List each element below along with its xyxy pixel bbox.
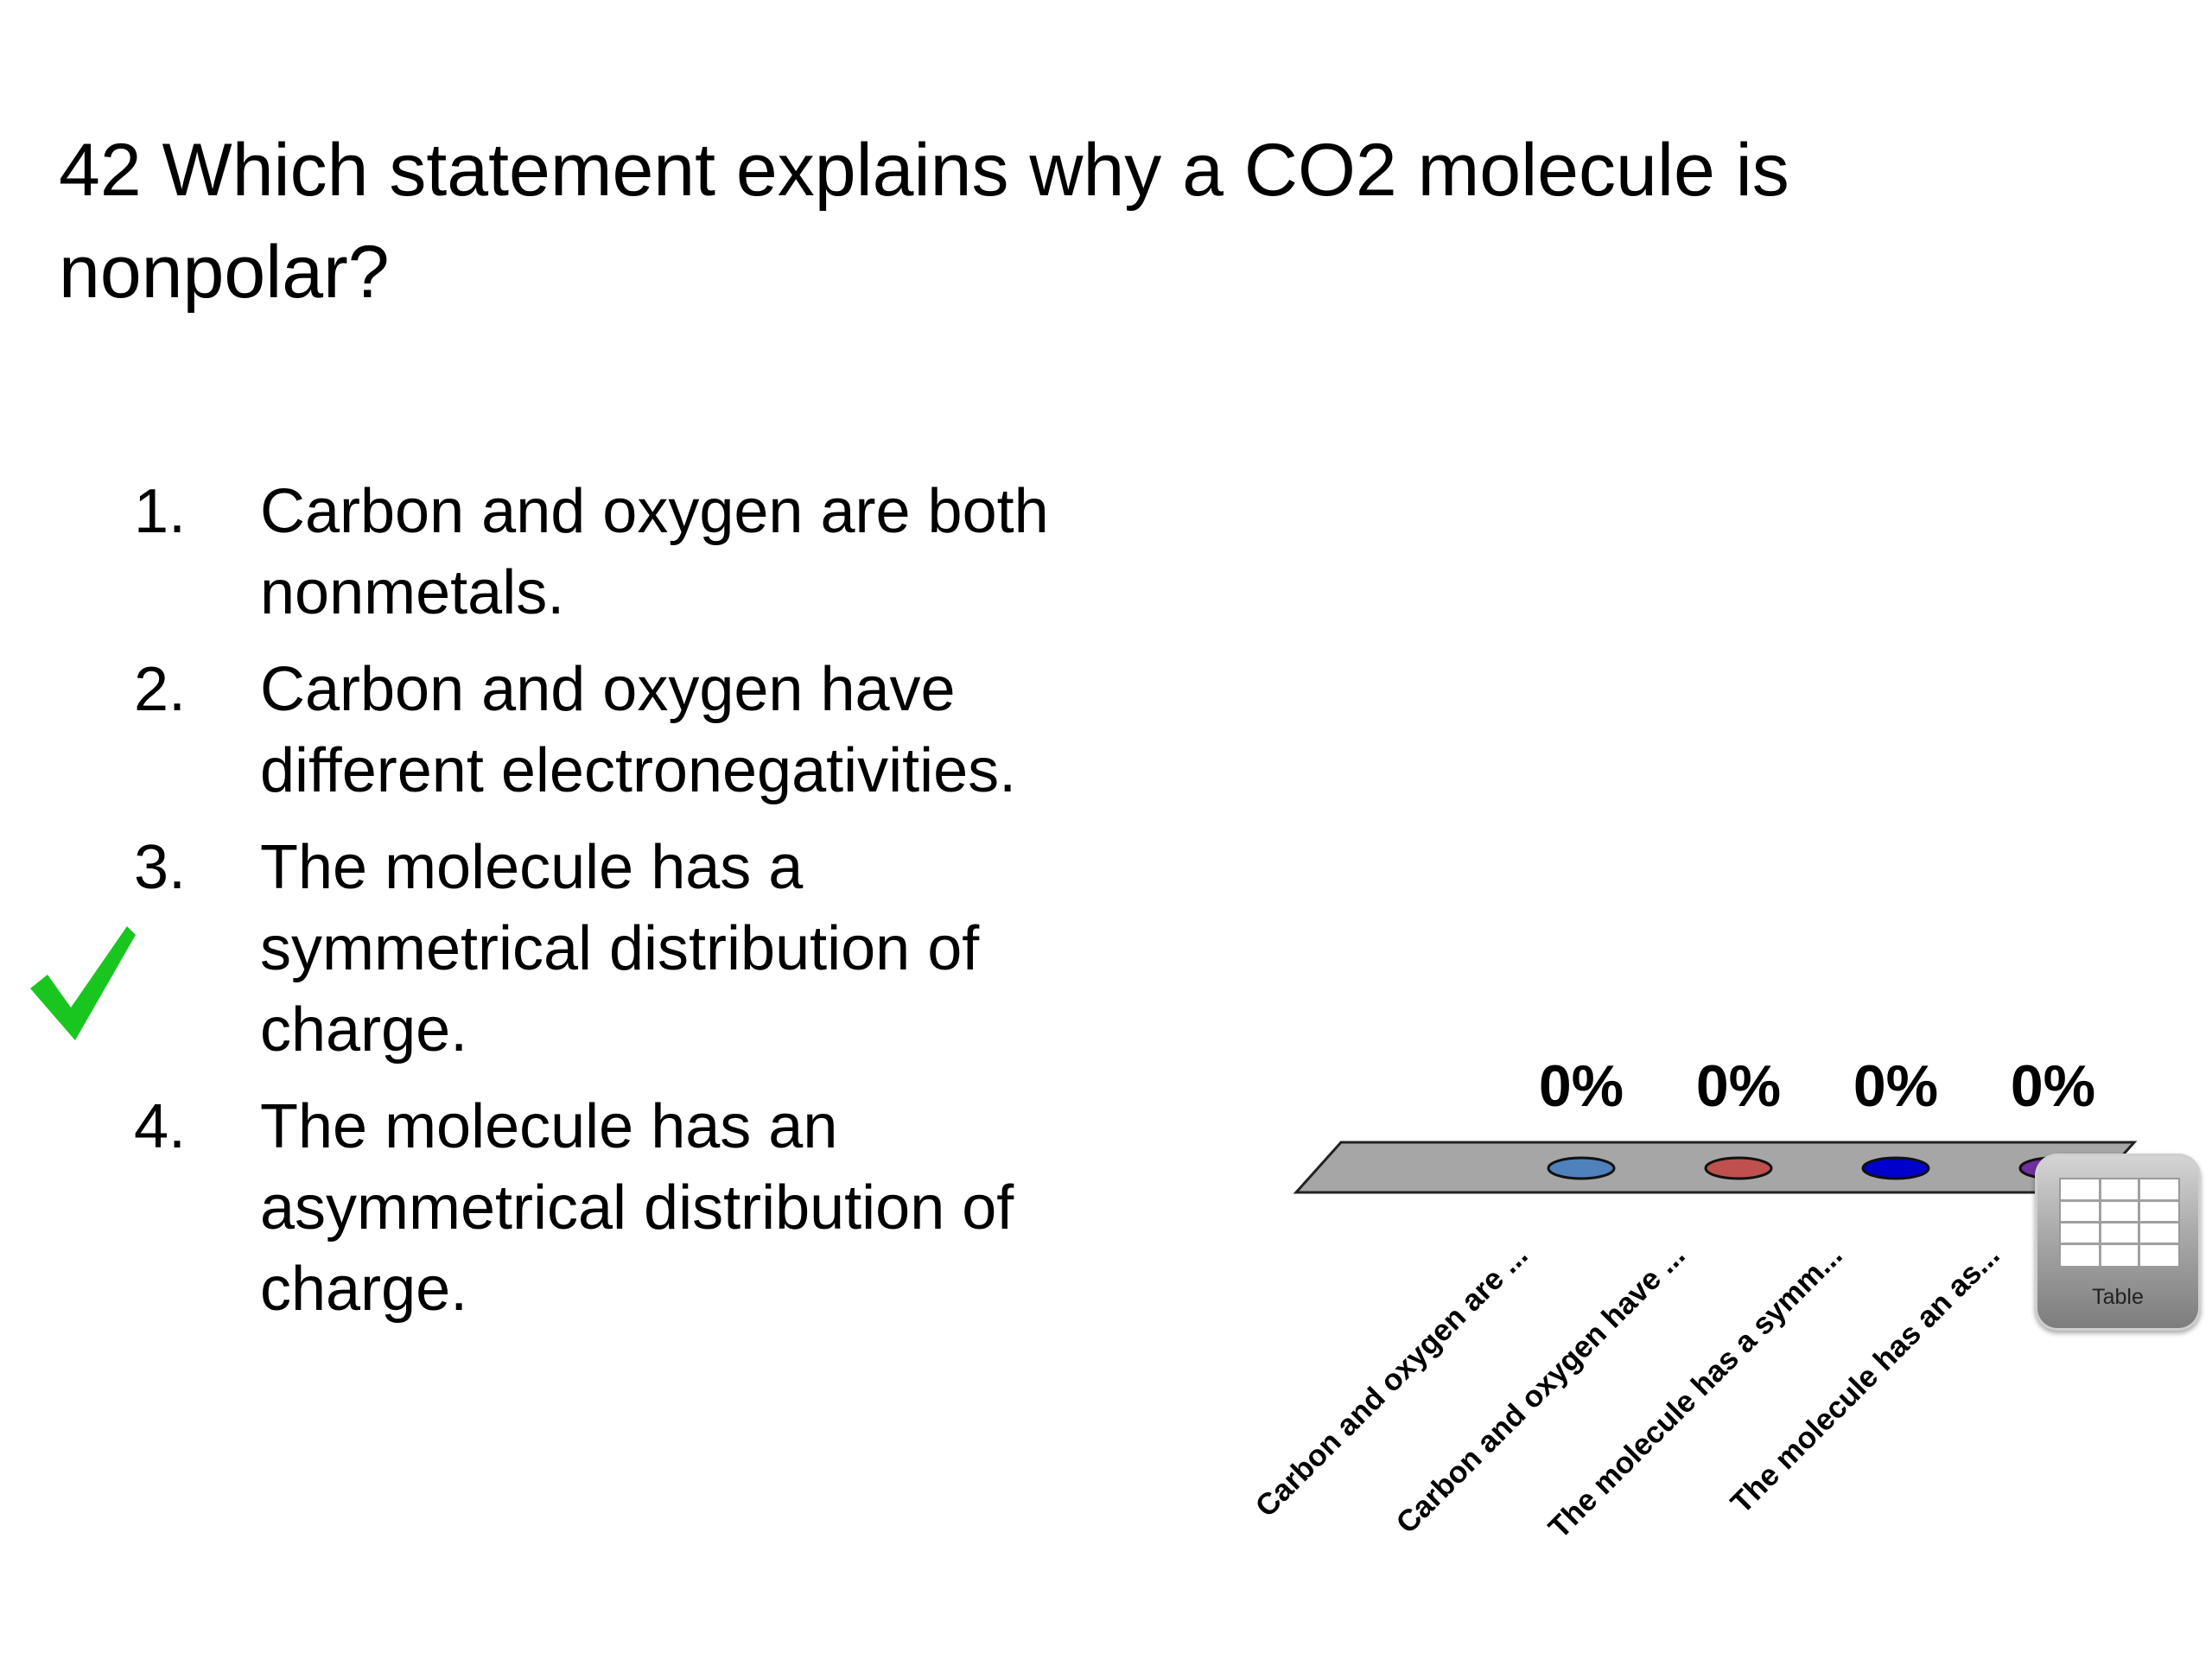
answer-option-3: 3. The molecule has a symmetrical distri… bbox=[134, 827, 1128, 1071]
chart-data-label: 0% bbox=[1696, 1053, 1781, 1119]
table-grid-icon bbox=[2059, 1178, 2180, 1268]
question-title: 42 Which statement explains why a CO2 mo… bbox=[59, 129, 1789, 314]
answer-option-1: 1. Carbon and oxygen are both nonmetals. bbox=[134, 471, 1128, 633]
chart-bar bbox=[1704, 1156, 1773, 1180]
option-text: Carbon and oxygen have different electro… bbox=[260, 655, 1017, 805]
chart-category-label: The molecule has an as... bbox=[1725, 1238, 2006, 1520]
table-button-label: Table bbox=[2092, 1285, 2144, 1309]
chart-data-label: 0% bbox=[1539, 1053, 1624, 1119]
chart-bar bbox=[1547, 1156, 1616, 1180]
answer-option-2: 2. Carbon and oxygen have different elec… bbox=[134, 649, 1128, 811]
chart-category-label: Carbon and oxygen are ... bbox=[1249, 1238, 1535, 1523]
option-number: 4. bbox=[134, 1092, 187, 1161]
option-text: Carbon and oxygen are both nonmetals. bbox=[260, 477, 1049, 627]
option-number: 2. bbox=[134, 655, 187, 724]
chart-bar bbox=[1861, 1156, 1930, 1180]
option-number: 1. bbox=[134, 477, 187, 546]
option-text: The molecule has an asymmetrical distrib… bbox=[260, 1092, 1014, 1324]
chart-data-label: 0% bbox=[1853, 1053, 1938, 1119]
answer-options: 1. Carbon and oxygen are both nonmetals.… bbox=[134, 471, 1128, 1345]
chart-data-label: 0% bbox=[2011, 1053, 2095, 1119]
answer-option-4: 4. The molecule has an asymmetrical dist… bbox=[134, 1086, 1128, 1330]
table-button[interactable]: Table bbox=[2035, 1154, 2201, 1331]
chart-category-label: Carbon and oxygen have ... bbox=[1389, 1238, 1691, 1540]
response-chart: 0% Carbon and oxygen are ... 0% Carbon and … bbox=[1249, 1053, 2138, 1545]
option-text: The molecule has a symmetrical distribut… bbox=[260, 833, 980, 1065]
chart-category-label: The molecule has a symm... bbox=[1542, 1238, 1849, 1545]
checkmark-icon bbox=[30, 926, 136, 1040]
option-number: 3. bbox=[134, 833, 187, 902]
